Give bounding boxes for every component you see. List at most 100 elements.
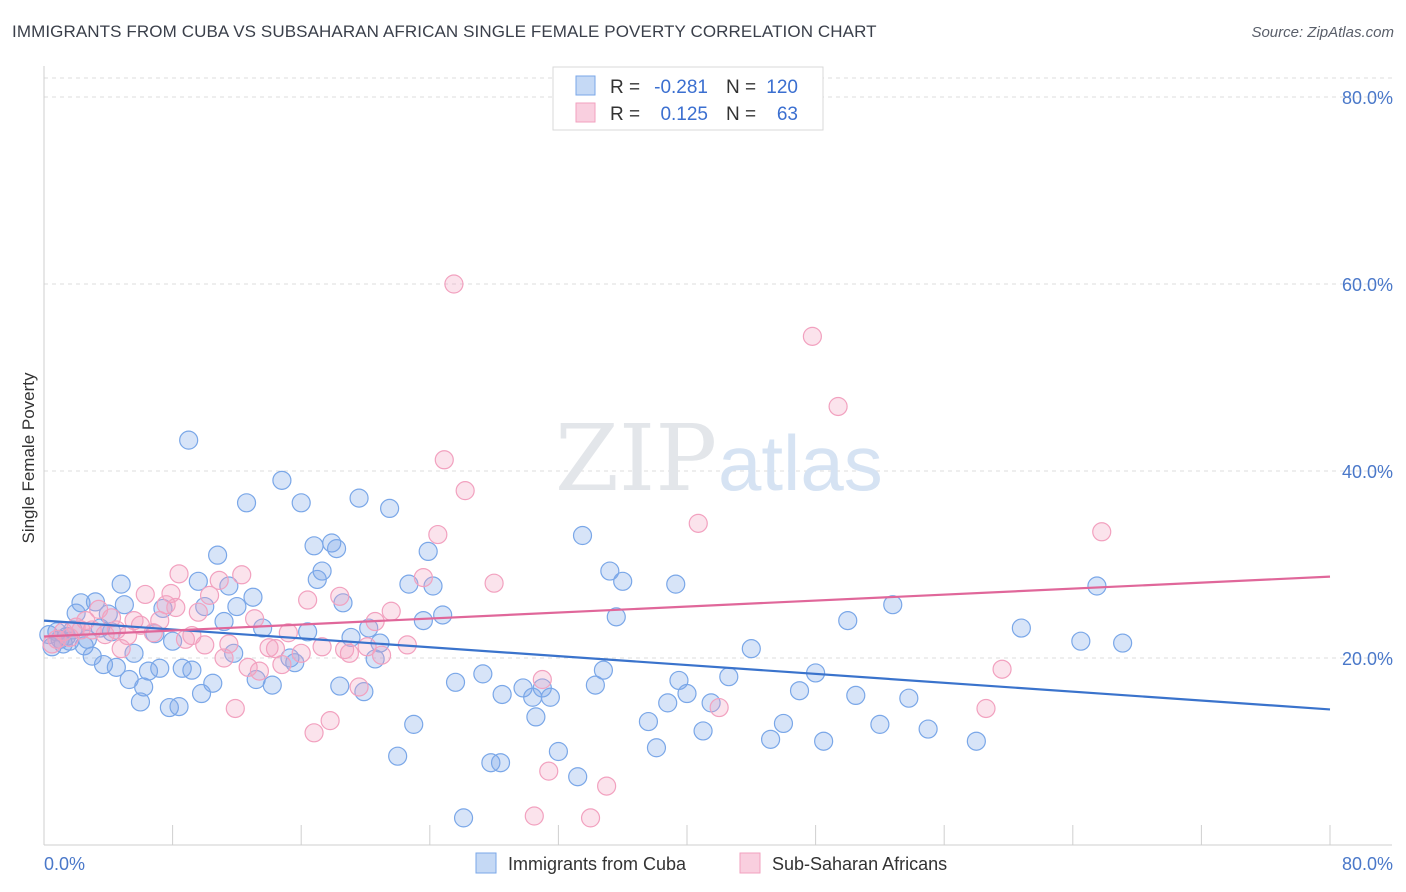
point-1-51: [371, 645, 392, 665]
point-0-41: [219, 576, 239, 596]
point-0-86: [548, 741, 569, 762]
point-0-53: [298, 622, 318, 642]
point-0-29: [159, 697, 179, 718]
bottom-legend-swatch-ssa: [739, 852, 761, 874]
point-0-38: [203, 673, 223, 693]
point-1-44: [320, 711, 340, 731]
point-0-108: [814, 731, 834, 751]
point-0-18: [106, 657, 126, 677]
point-0-40: [214, 611, 234, 632]
y-tick-label-0: 20.0%: [1342, 649, 1393, 669]
point-0-109: [838, 610, 858, 631]
point-0-87: [568, 767, 588, 787]
point-1-48: [349, 677, 369, 697]
source-label: Source: ZipAtlas.com: [1251, 24, 1394, 41]
point-1-52: [381, 601, 401, 621]
point-0-110: [846, 685, 866, 706]
point-0-43: [227, 596, 247, 617]
y-axis-label: Single Female Poverty: [19, 372, 38, 544]
y-tick-label-1: 40.0%: [1342, 462, 1393, 482]
legend-r-label-0: R =: [610, 77, 640, 98]
point-0-74: [433, 605, 453, 625]
chart-title: IMMIGRANTS FROM CUBA VS SUBSAHARAN AFRIC…: [12, 22, 877, 41]
point-1-36: [259, 638, 279, 658]
point-0-77: [473, 664, 493, 684]
point-0-9: [71, 593, 91, 613]
point-1-71: [1092, 522, 1112, 542]
point-1-66: [709, 697, 729, 718]
series-0: [39, 430, 1133, 828]
point-0-62: [349, 488, 369, 508]
watermark: ZIP atlas: [555, 405, 883, 512]
point-1-32: [232, 565, 252, 585]
point-0-119: [1113, 633, 1133, 653]
point-0-79: [490, 753, 511, 773]
point-0-114: [918, 719, 938, 739]
point-1-65: [688, 513, 708, 533]
point-0-95: [646, 738, 667, 758]
point-1-6: [76, 610, 96, 631]
point-0-113: [899, 688, 919, 708]
point-1-70: [992, 659, 1012, 679]
point-0-91: [600, 561, 620, 581]
point-1-69: [976, 698, 996, 719]
trend-lines: [43, 575, 1331, 711]
point-0-89: [585, 675, 605, 695]
point-0-42: [224, 643, 244, 663]
point-0-92: [606, 607, 626, 627]
bottom-legend-label-cuba: Immigrants from Cuba: [508, 854, 687, 874]
point-0-60: [330, 676, 350, 696]
point-1-28: [209, 570, 229, 590]
point-0-52: [291, 493, 311, 513]
point-0-32: [172, 658, 192, 678]
y-tick-label-2: 60.0%: [1342, 275, 1393, 295]
point-0-76: [453, 808, 474, 828]
point-0-111: [870, 714, 890, 734]
point-0-105: [773, 713, 794, 734]
point-0-97: [666, 574, 686, 594]
point-0-88: [572, 525, 593, 546]
point-0-115: [966, 731, 986, 751]
point-0-23: [130, 692, 151, 712]
legend-box: [552, 66, 824, 131]
point-0-19: [111, 574, 131, 594]
point-1-38: [272, 654, 292, 675]
point-0-67: [380, 498, 400, 518]
point-1-55: [428, 524, 448, 545]
point-0-71: [413, 610, 433, 631]
legend-swatch-ssa: [575, 102, 596, 123]
point-0-72: [418, 541, 438, 562]
point-1-35: [249, 661, 270, 681]
point-0-96: [658, 693, 678, 713]
legend-n-label-1: N =: [726, 104, 756, 125]
point-0-78: [481, 753, 501, 773]
legend-r-value-1: 0.125: [660, 104, 708, 125]
point-1-30: [219, 634, 239, 654]
point-0-49: [272, 470, 292, 490]
point-0-112: [883, 595, 903, 615]
point-0-68: [388, 746, 408, 766]
point-0-100: [693, 721, 713, 741]
legend: R = -0.281 N = 120 R = 0.125 N = 63: [552, 66, 824, 131]
point-1-47: [339, 643, 360, 663]
x-tick-label-left: 0.0%: [44, 854, 85, 874]
data-points: [39, 274, 1133, 828]
point-0-34: [182, 660, 202, 680]
point-0-90: [593, 660, 614, 680]
point-0-103: [741, 639, 761, 659]
point-1-56: [434, 450, 454, 470]
trend-line-0: [43, 619, 1331, 711]
point-1-43: [312, 637, 332, 657]
point-1-34: [244, 609, 265, 629]
point-0-93: [613, 571, 633, 591]
point-1-27: [199, 585, 220, 605]
point-1-54: [413, 567, 433, 588]
point-1-40: [291, 643, 311, 663]
watermark-zip: ZIP: [555, 405, 717, 512]
point-1-21: [166, 597, 186, 618]
point-1-25: [188, 602, 208, 622]
point-0-117: [1071, 631, 1091, 651]
point-1-59: [484, 573, 504, 593]
point-1-33: [238, 657, 258, 677]
